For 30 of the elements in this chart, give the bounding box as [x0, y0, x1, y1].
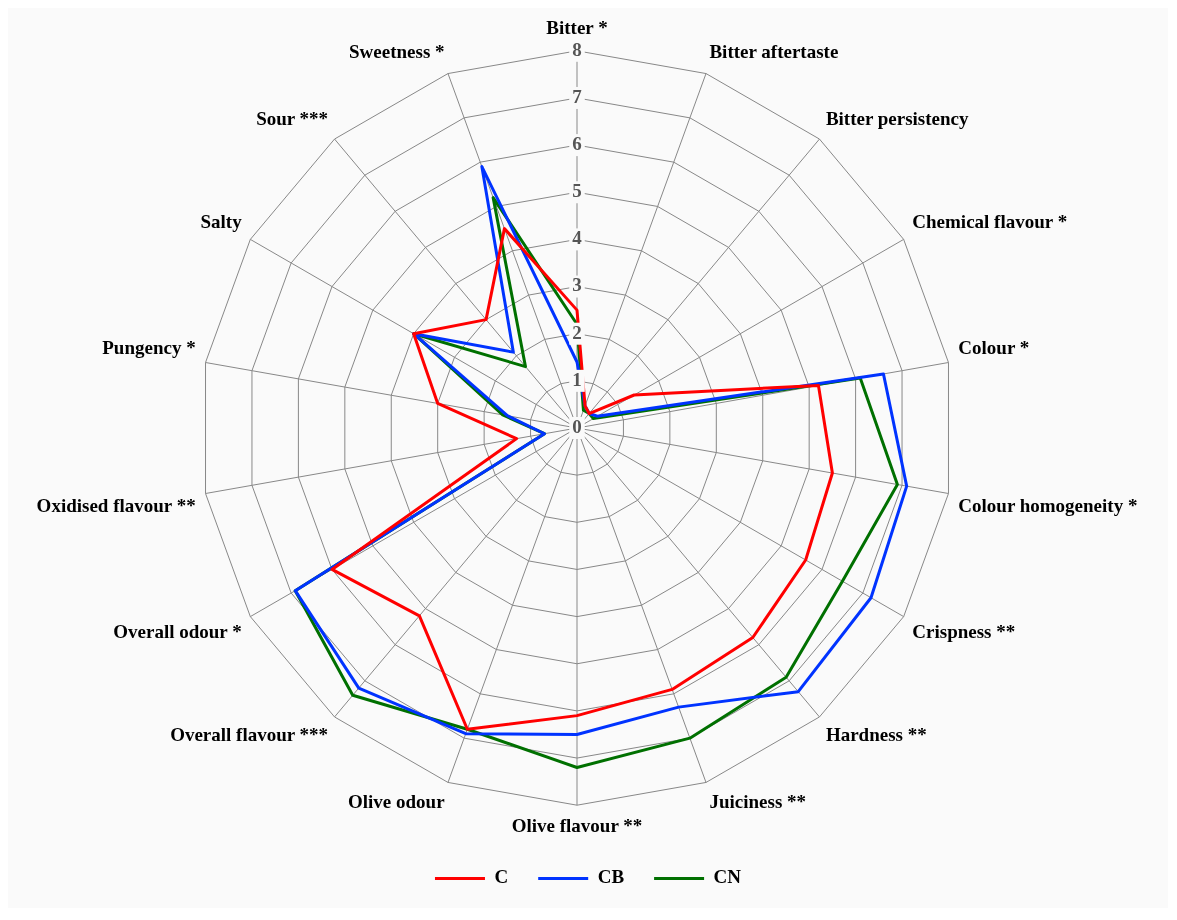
spoke-label: Pungency * — [102, 337, 196, 359]
spoke-label: Bitter persistency — [825, 107, 970, 129]
spoke-label: Colour homogeneity * — [958, 494, 1138, 516]
y-tick-label: 3 — [572, 274, 582, 296]
spoke-label: Colour * — [958, 337, 1030, 359]
y-tick-label: 2 — [572, 321, 582, 343]
legend-label: C — [494, 866, 509, 888]
spoke-label: Oxidised flavour ** — [36, 494, 196, 516]
spoke-label: Chemical flavour * — [912, 210, 1068, 232]
y-tick-label: 6 — [572, 133, 582, 155]
spoke-label: Hardness ** — [825, 723, 927, 745]
spoke-label: Olive flavour ** — [511, 814, 643, 836]
spoke-label: Juiciness ** — [709, 791, 807, 813]
legend-label: CB — [597, 866, 625, 888]
y-tick-label: 7 — [572, 85, 583, 107]
spoke-label: Bitter aftertaste — [709, 40, 839, 62]
y-tick-label: 5 — [572, 180, 582, 202]
spoke-label: Olive odour — [347, 791, 446, 813]
spoke-label: Salty — [200, 210, 243, 232]
y-tick-label: 8 — [572, 38, 582, 60]
y-tick-label: 4 — [572, 227, 583, 249]
spoke-label: Crispness ** — [912, 620, 1016, 642]
spoke-label: Sour *** — [256, 107, 329, 129]
spoke-label: Overall flavour *** — [170, 723, 329, 745]
y-tick-label: 0 — [572, 415, 582, 437]
y-tick-label: 1 — [572, 368, 582, 390]
spoke-label: Overall odour * — [113, 620, 242, 642]
spoke-label: Sweetness * — [349, 40, 445, 62]
legend-label: CN — [713, 866, 742, 888]
spoke-label: Bitter * — [546, 17, 608, 39]
